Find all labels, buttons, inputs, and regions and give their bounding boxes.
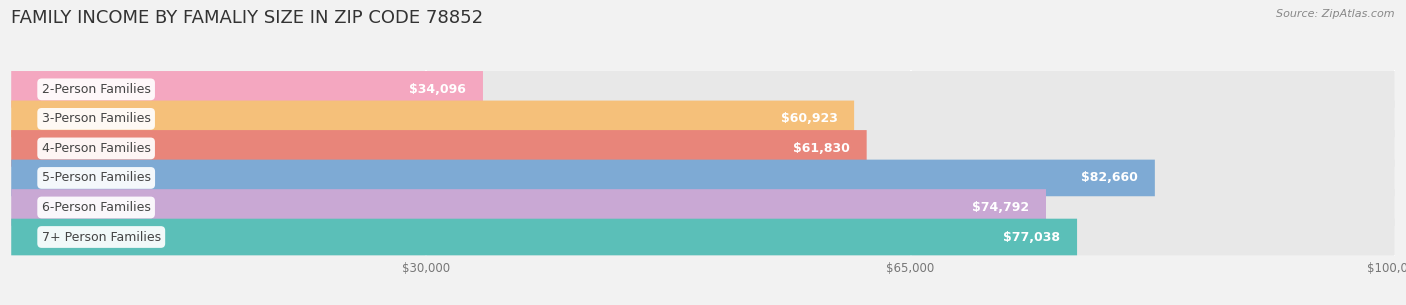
Text: $77,038: $77,038 bbox=[1004, 231, 1060, 243]
FancyBboxPatch shape bbox=[11, 189, 1046, 226]
Text: 5-Person Families: 5-Person Families bbox=[42, 171, 150, 185]
FancyBboxPatch shape bbox=[11, 219, 1077, 255]
Text: Source: ZipAtlas.com: Source: ZipAtlas.com bbox=[1277, 9, 1395, 19]
Text: $34,096: $34,096 bbox=[409, 83, 467, 96]
Text: $82,660: $82,660 bbox=[1081, 171, 1139, 185]
Text: FAMILY INCOME BY FAMALIY SIZE IN ZIP CODE 78852: FAMILY INCOME BY FAMALIY SIZE IN ZIP COD… bbox=[11, 9, 484, 27]
FancyBboxPatch shape bbox=[11, 130, 866, 167]
Text: $60,923: $60,923 bbox=[780, 112, 838, 125]
FancyBboxPatch shape bbox=[11, 71, 484, 108]
Text: 7+ Person Families: 7+ Person Families bbox=[42, 231, 160, 243]
Text: 2-Person Families: 2-Person Families bbox=[42, 83, 150, 96]
FancyBboxPatch shape bbox=[11, 101, 1395, 137]
Text: $61,830: $61,830 bbox=[793, 142, 851, 155]
FancyBboxPatch shape bbox=[11, 71, 1395, 108]
Text: $74,792: $74,792 bbox=[973, 201, 1029, 214]
FancyBboxPatch shape bbox=[11, 219, 1395, 255]
FancyBboxPatch shape bbox=[11, 101, 853, 137]
Text: 6-Person Families: 6-Person Families bbox=[42, 201, 150, 214]
FancyBboxPatch shape bbox=[11, 160, 1154, 196]
Text: 4-Person Families: 4-Person Families bbox=[42, 142, 150, 155]
FancyBboxPatch shape bbox=[11, 189, 1395, 226]
Text: 3-Person Families: 3-Person Families bbox=[42, 112, 150, 125]
FancyBboxPatch shape bbox=[11, 130, 1395, 167]
FancyBboxPatch shape bbox=[11, 160, 1395, 196]
